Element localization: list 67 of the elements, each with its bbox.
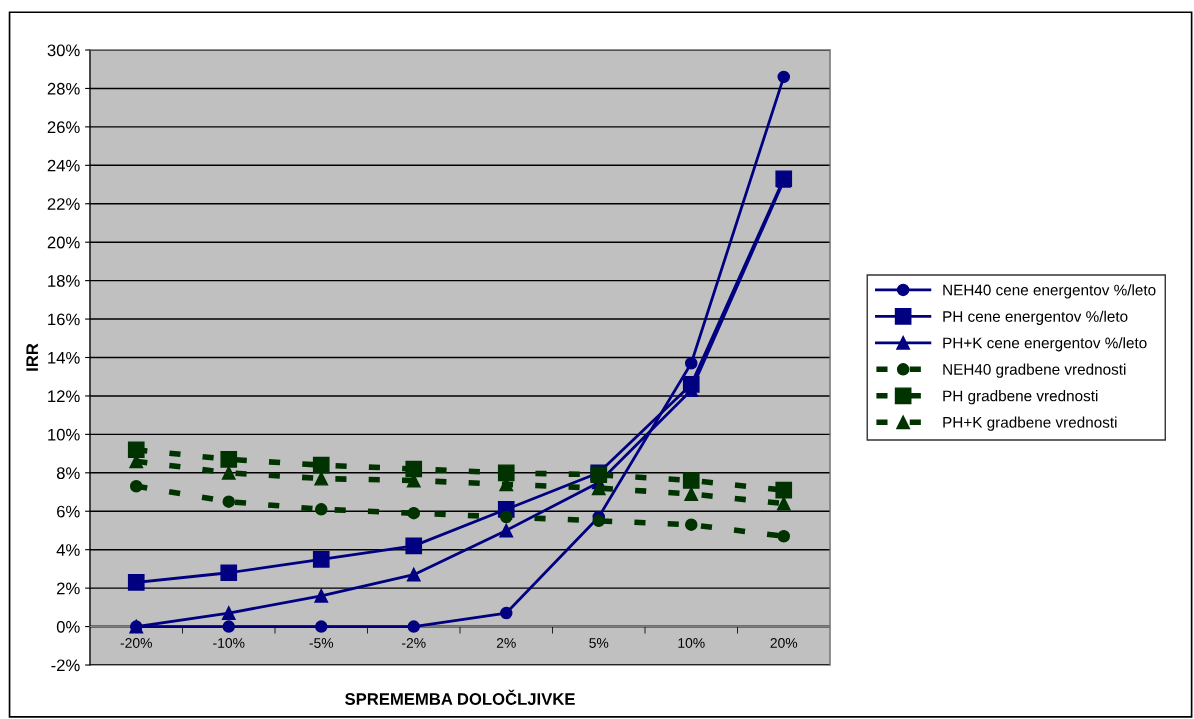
x-tick-label: 20%: [770, 638, 798, 648]
point: [405, 537, 423, 555]
legend-label: PH gradbene vrednosti: [943, 390, 1098, 405]
point: [406, 567, 421, 582]
y-tick-label: 30%: [47, 44, 80, 57]
point: [499, 523, 514, 538]
x-tick-label: 5%: [589, 638, 609, 648]
point: [405, 460, 423, 478]
point: [312, 550, 330, 568]
point: [776, 496, 791, 511]
point: [314, 503, 328, 516]
point: [591, 481, 606, 496]
point: [220, 451, 238, 468]
y-tick-label: 24%: [47, 159, 80, 172]
point: [221, 606, 236, 621]
y-tick-label: 28%: [47, 82, 80, 95]
y-tick-label: 18%: [48, 275, 80, 287]
point: [220, 564, 238, 582]
point: [407, 506, 421, 520]
legend-label: PH+K gradbene vrednosti: [943, 416, 1117, 431]
y-tick-label: 12%: [48, 390, 80, 403]
point: [312, 456, 330, 474]
x-tick-label: -2%: [402, 638, 426, 648]
y-tick-label: 14%: [48, 351, 80, 364]
x-tick-label: 10%: [678, 638, 705, 648]
point: [314, 588, 329, 603]
y-tick-label: 8%: [56, 467, 80, 480]
x-tick-label: -20%: [120, 638, 152, 648]
y-tick-label: 20%: [47, 236, 80, 249]
y-tick-label: 4%: [56, 544, 80, 556]
point: [682, 472, 700, 489]
point: [314, 471, 329, 486]
legend-label: PH+K cene energentov %/leto: [943, 337, 1147, 352]
point: [407, 620, 421, 633]
point: [499, 510, 513, 524]
point: [314, 620, 328, 633]
point: [129, 480, 143, 493]
y-tick-label: 0%: [56, 620, 80, 633]
y-tick-label: 10%: [48, 428, 80, 441]
point: [497, 464, 515, 482]
y-tick-label: 16%: [48, 313, 80, 326]
y-tick-label: -2%: [51, 659, 80, 672]
legend-label: NEH40 cene energentov %/leto: [943, 284, 1156, 299]
point: [684, 357, 698, 370]
x-tick-label: -5%: [309, 638, 334, 648]
point: [127, 574, 145, 591]
y-axis-title: IRR: [26, 343, 38, 371]
point: [777, 70, 791, 84]
y-tick-label: 2%: [57, 582, 80, 595]
point: [222, 620, 236, 633]
y-tick-label: 26%: [47, 121, 80, 134]
y-tick-label: 6%: [57, 505, 80, 518]
point: [592, 514, 606, 528]
point: [775, 481, 793, 499]
x-axis-title: SPREMEMBA DOLOČLJIVKE: [345, 689, 575, 705]
point: [684, 518, 698, 531]
point: [684, 487, 699, 501]
point: [777, 529, 791, 543]
x-tick-label: -10%: [213, 638, 245, 648]
point: [127, 441, 145, 459]
y-tick-label: 22%: [47, 198, 80, 210]
point: [221, 465, 236, 480]
legend-label: NEH40 gradbene vrednosti: [943, 363, 1126, 378]
point: [222, 495, 236, 508]
x-tick-label: 2%: [496, 638, 516, 648]
legend-label: PH cene energentov %/leto: [943, 310, 1128, 325]
point: [499, 606, 513, 620]
